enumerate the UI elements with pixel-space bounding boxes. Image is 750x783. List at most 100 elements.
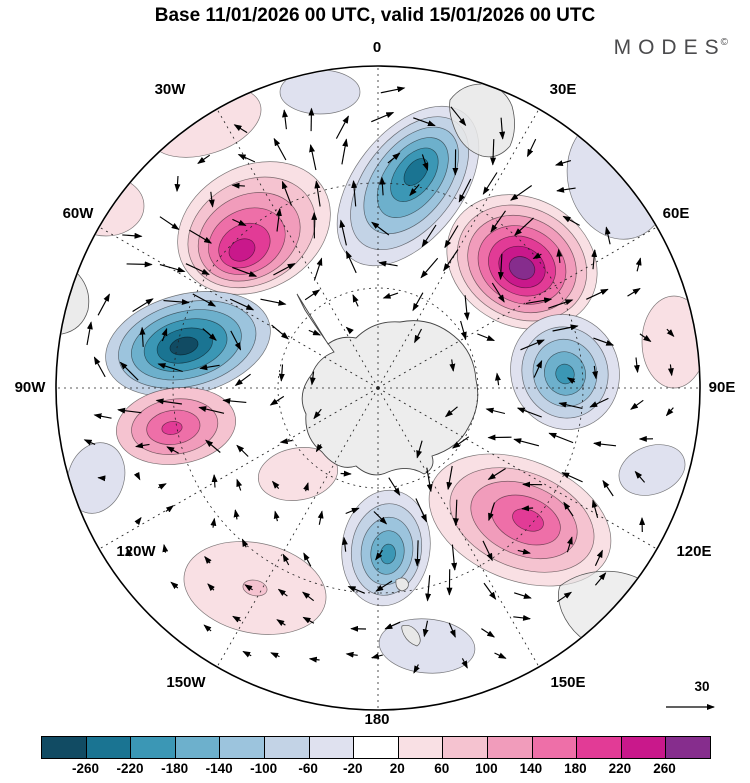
- negative-anomaly-near-0E: [403, 158, 429, 186]
- wind-vector-arrow: [237, 153, 256, 163]
- wind-vector-arrow: [520, 339, 545, 351]
- wind-vector-arrow: [594, 572, 607, 586]
- latitude-circle: [277, 287, 479, 489]
- australia-landmass: [558, 570, 666, 655]
- wind-vector-arrow: [375, 580, 393, 592]
- wind-vector-arrow: [122, 232, 143, 239]
- longitude-label: 120E: [676, 543, 711, 560]
- wind-vector-arrow: [345, 651, 358, 658]
- wind-vector-arrow: [499, 117, 506, 140]
- wind-vector-arrow: [314, 180, 321, 207]
- wind-vector-arrow: [416, 440, 423, 459]
- wind-vector-arrow: [630, 399, 644, 410]
- wind-vector-arrow: [497, 253, 504, 281]
- wind-vector-arrow: [561, 472, 583, 483]
- wind-vector-arrow: [308, 656, 320, 663]
- wind-vector-arrow: [494, 652, 507, 659]
- wind-vector-arrow: [159, 216, 180, 230]
- wind-vector-arrow: [521, 505, 534, 512]
- longitude-label: 60W: [63, 205, 95, 222]
- anomaly-patch: [242, 579, 268, 597]
- wind-vector-arrow: [165, 505, 174, 513]
- wind-vector-arrow: [444, 406, 458, 418]
- wind-vector-arrow: [345, 250, 357, 274]
- wind-vector-arrow: [282, 109, 288, 130]
- wind-vector-arrow: [244, 584, 253, 592]
- wind-vector-arrow: [97, 293, 110, 316]
- wind-vector-arrow: [421, 224, 437, 248]
- wind-vector-arrow: [189, 229, 213, 244]
- wind-vector-arrow: [426, 467, 433, 493]
- wind-vector-arrow: [260, 298, 287, 306]
- latitude-circle: [172, 182, 584, 594]
- wind-vector-arrow: [414, 328, 423, 344]
- longitude-label: 120W: [116, 543, 156, 560]
- wind-vector-arrow: [533, 359, 543, 378]
- wind-vector-arrow: [420, 257, 439, 279]
- wind-vector-arrow: [591, 249, 598, 270]
- wind-vector-arrow: [566, 377, 576, 384]
- wind-vector-arrow: [563, 501, 574, 517]
- longitude-label: 90W: [15, 379, 47, 396]
- colorbar-segment: [576, 737, 621, 758]
- wind-vector-arrow: [639, 333, 652, 342]
- wind-vector-arrow: [602, 479, 614, 497]
- wind-vector-arrow: [133, 471, 141, 481]
- wind-vector-arrow: [667, 364, 674, 377]
- longitude-label: 30E: [550, 81, 577, 98]
- wind-vector-arrow: [494, 372, 501, 386]
- wind-vector-arrow: [554, 160, 572, 166]
- wind-vector-arrow: [422, 620, 429, 638]
- wind-vector-arrow: [388, 477, 401, 496]
- wind-vector-arrow: [197, 154, 211, 164]
- wind-vector-arrow: [412, 292, 424, 312]
- wind-vector-arrow: [593, 337, 615, 346]
- polar-map-canvas: 0 30E 60E 90E 120E 150E 180 150W 120W 90W 60W 30W 3…: [15, 39, 736, 728]
- wind-vector-arrow: [97, 475, 106, 482]
- wind-vector-arrow: [230, 330, 242, 351]
- wind-vector-arrow: [482, 540, 493, 562]
- wind-vector-arrow: [548, 299, 574, 309]
- wind-vector-arrow: [558, 401, 583, 409]
- wind-vector-arrow: [309, 144, 317, 171]
- wind-vector-arrow: [477, 333, 496, 342]
- colorbar-tick-label: -220: [116, 761, 144, 776]
- wind-vector-arrow: [380, 86, 406, 94]
- wind-vector-arrow: [158, 483, 167, 490]
- colorbar-segment: [263, 737, 309, 758]
- wind-vector-arrow: [170, 581, 179, 590]
- wind-vector-arrow: [526, 138, 537, 158]
- wind-vector-arrow: [409, 184, 420, 197]
- wind-vector-arrow: [174, 175, 181, 193]
- island: [401, 624, 421, 647]
- longitude-label: 0: [373, 39, 381, 56]
- wind-vector-arrow: [449, 359, 456, 372]
- wind-vector-arrow: [234, 373, 251, 386]
- wind-vector-arrow: [556, 591, 573, 603]
- wind-vector-arrow: [211, 474, 218, 488]
- wind-vector-arrow: [451, 544, 458, 571]
- colorbar-segment: [85, 737, 131, 758]
- colorbar-tick-label: 140: [519, 761, 543, 776]
- wind-vector-arrow: [185, 263, 210, 275]
- modes-logo: MODES©: [614, 36, 728, 60]
- wind-vector-arrow: [488, 502, 496, 522]
- wind-vector-arrow: [232, 266, 258, 277]
- wind-vector-arrow: [481, 628, 496, 638]
- colorbar-tick-label: -60: [298, 761, 318, 776]
- wind-vector-arrow: [134, 516, 142, 526]
- wind-vector-arrow: [371, 221, 390, 236]
- colorbar-tick-label: 260: [653, 761, 676, 776]
- wind-vector-arrow: [425, 575, 432, 602]
- wind-vector-arrow: [278, 364, 285, 382]
- wind-vector-arrow: [345, 507, 360, 515]
- wind-vector-arrow: [341, 138, 349, 165]
- wind-vector-arrow: [421, 154, 429, 171]
- wind-vector-arrow: [514, 217, 534, 236]
- longitude-label: 30W: [155, 81, 187, 98]
- graticule: [57, 67, 699, 709]
- wind-vector-arrow: [117, 407, 142, 414]
- wind-vector-arrow: [277, 588, 288, 597]
- colorbar-segment: [130, 737, 175, 758]
- wind-vector-arrow: [203, 624, 212, 632]
